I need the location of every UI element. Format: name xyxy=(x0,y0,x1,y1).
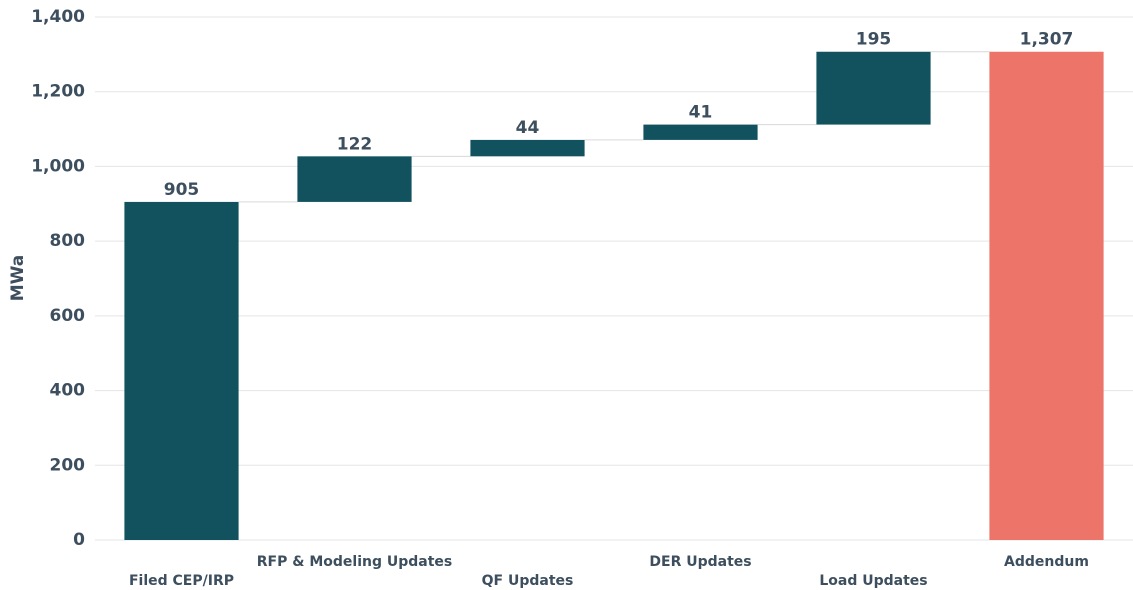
y-tick-label: 1,000 xyxy=(31,156,85,176)
bar xyxy=(470,139,585,157)
y-tick-label: 200 xyxy=(50,455,86,475)
y-tick-label: 1,200 xyxy=(31,82,85,102)
value-label: 44 xyxy=(516,118,540,138)
y-tick-label: 800 xyxy=(50,231,86,251)
x-tick-label: Filed CEP/IRP xyxy=(129,573,234,589)
x-tick-label: DER Updates xyxy=(649,554,751,570)
value-label: 195 xyxy=(856,30,892,50)
bar xyxy=(816,51,931,125)
y-tick-label: 1,400 xyxy=(31,7,85,27)
value-label: 41 xyxy=(689,103,713,123)
x-tick-label: QF Updates xyxy=(482,573,574,589)
value-label: 122 xyxy=(337,134,373,154)
bar xyxy=(989,51,1104,541)
bar xyxy=(297,156,412,202)
y-tick-label: 600 xyxy=(50,306,86,326)
value-label: 905 xyxy=(164,180,200,200)
x-tick-label: Addendum xyxy=(1004,554,1089,570)
value-label: 1,307 xyxy=(1020,30,1074,50)
y-axis-title: MWa xyxy=(8,255,28,302)
bar xyxy=(643,124,758,140)
bar xyxy=(124,201,239,541)
x-tick-label: RFP & Modeling Updates xyxy=(257,554,452,570)
y-tick-label: 0 xyxy=(73,530,85,550)
y-tick-label: 400 xyxy=(50,381,86,401)
x-tick-label: Load Updates xyxy=(819,573,927,589)
